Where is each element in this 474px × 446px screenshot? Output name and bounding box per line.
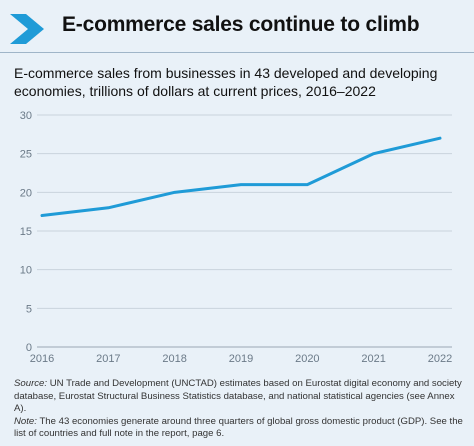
note-label: Note: bbox=[14, 415, 37, 427]
series-lines bbox=[40, 136, 442, 218]
x-tick-label: 2016 bbox=[30, 353, 54, 365]
source-label: Source: bbox=[14, 378, 48, 389]
y-tick-label: 15 bbox=[20, 226, 32, 238]
x-tick-labels: 2016 2017 2018 2019 2020 2021 2022 bbox=[30, 353, 452, 365]
source-text: UN Trade and Development (UNCTAD) estima… bbox=[14, 378, 462, 414]
y-tick-label: 5 bbox=[26, 303, 32, 315]
y-tick-label: 20 bbox=[20, 187, 32, 199]
x-tick-label: 2022 bbox=[428, 353, 452, 365]
chevron-right-icon bbox=[10, 14, 44, 44]
x-tick-label: 2021 bbox=[361, 353, 385, 365]
y-tick-labels: 0 5 10 15 20 25 30 bbox=[20, 110, 32, 354]
chart-subtitle: E-commerce sales from businesses in 43 d… bbox=[14, 65, 438, 99]
grid-lines bbox=[37, 114, 452, 348]
y-tick-label: 10 bbox=[20, 265, 32, 277]
series-line bbox=[40, 136, 442, 218]
x-tick-label: 2017 bbox=[96, 353, 120, 365]
note-text: The 43 economies generate around three q… bbox=[14, 415, 463, 440]
x-tick-label: 2019 bbox=[229, 353, 253, 365]
line-chart: 0 5 10 15 20 25 30 2016 2017 2018 2019 2020 2021 202… bbox=[20, 110, 452, 365]
footnote: Source: UN Trade and Development (UNCTAD… bbox=[14, 378, 464, 441]
page-title: E-commerce sales continue to climb bbox=[62, 13, 420, 36]
y-tick-label: 25 bbox=[20, 149, 32, 161]
y-tick-label: 0 bbox=[26, 342, 32, 354]
header: E-commerce sales continue to climb bbox=[0, 0, 474, 54]
y-tick-label: 30 bbox=[20, 110, 32, 122]
x-tick-label: 2018 bbox=[162, 353, 186, 365]
x-tick-label: 2020 bbox=[295, 353, 319, 365]
header-divider bbox=[0, 52, 474, 53]
